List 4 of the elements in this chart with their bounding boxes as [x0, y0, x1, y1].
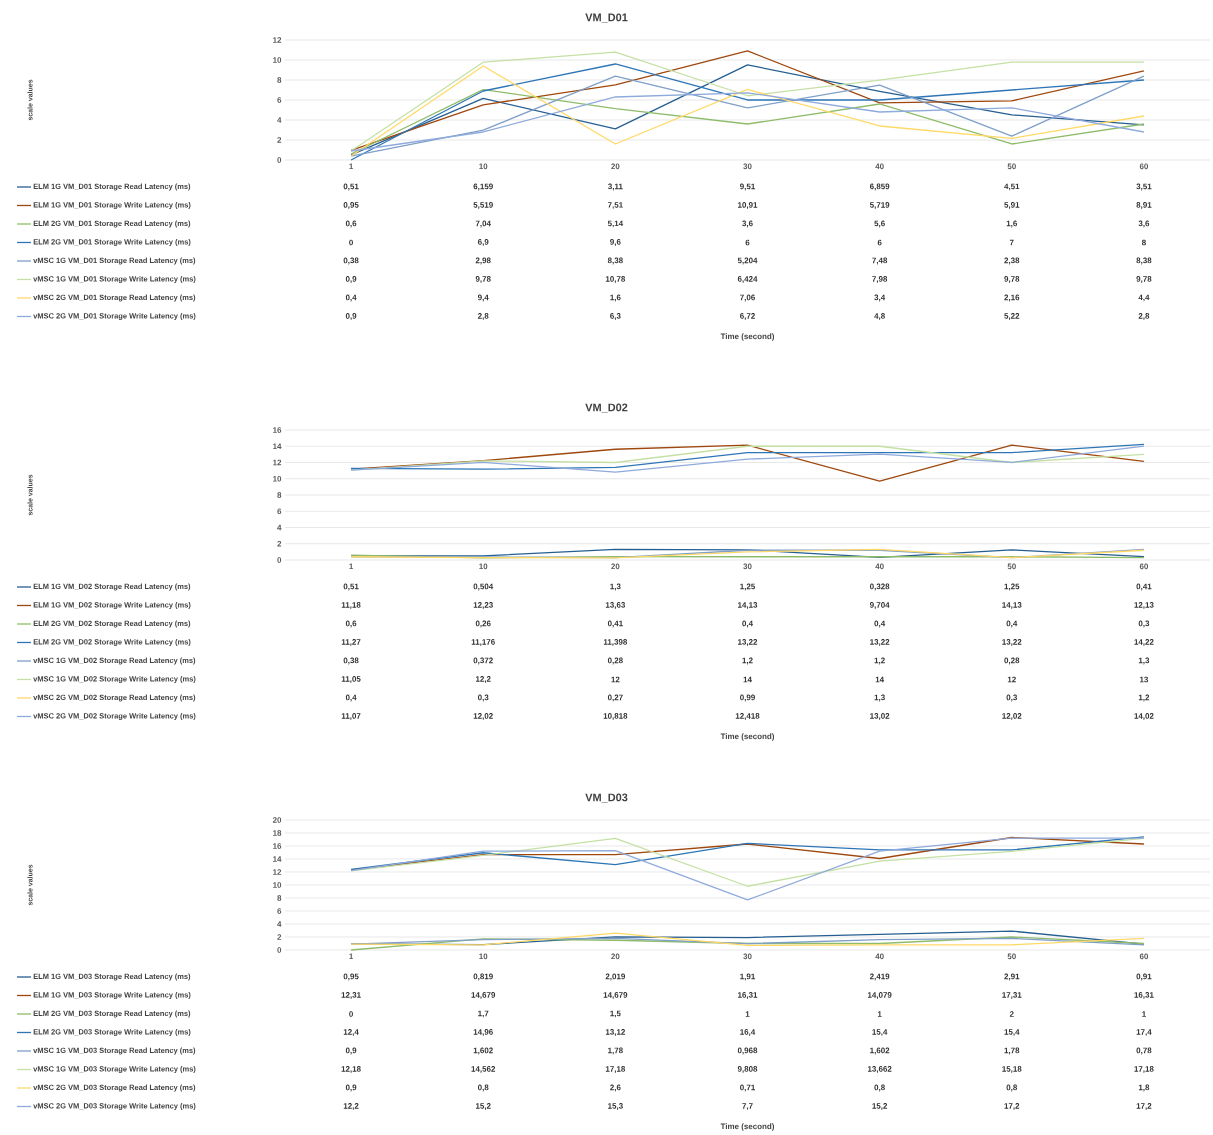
- chart-title: VM_D03: [585, 793, 628, 803]
- chart-title: VM_D02: [585, 403, 628, 413]
- chart-title: VM_D01: [585, 13, 628, 23]
- line-series: [350, 837, 1145, 901]
